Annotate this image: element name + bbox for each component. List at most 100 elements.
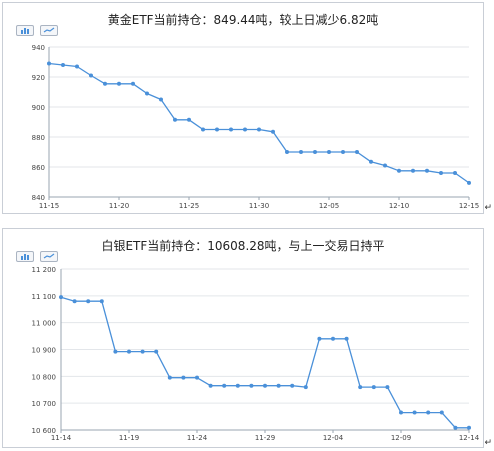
data-point — [426, 410, 431, 415]
y-tick-label: 10 800 — [32, 373, 57, 381]
x-tick-label: 12-04 — [323, 434, 344, 442]
data-point — [263, 383, 267, 388]
data-point — [72, 299, 77, 304]
line-chart-icon — [43, 253, 55, 259]
paragraph-mark: ↵ — [484, 203, 492, 213]
line-chart-toggle[interactable] — [40, 25, 58, 36]
data-point — [303, 385, 308, 390]
y-tick-label: 11 200 — [32, 266, 57, 274]
data-point — [117, 81, 121, 86]
data-point — [344, 336, 349, 341]
data-point — [99, 299, 104, 304]
data-point — [173, 117, 177, 122]
y-tick-label: 900 — [32, 104, 45, 112]
data-point — [453, 171, 457, 175]
data-point — [257, 127, 261, 132]
data-point — [86, 299, 91, 304]
data-point — [383, 163, 387, 168]
data-point — [222, 383, 227, 388]
data-point — [290, 383, 295, 388]
data-point — [145, 91, 149, 96]
bar-chart-icon — [21, 254, 29, 260]
data-point — [208, 383, 213, 388]
bar-chart-toggle[interactable] — [16, 251, 34, 262]
data-point — [399, 410, 403, 415]
data-point — [412, 410, 417, 415]
data-point — [327, 150, 331, 154]
data-point — [271, 129, 275, 134]
data-point — [89, 73, 93, 78]
x-tick-label: 11-20 — [109, 202, 129, 210]
y-tick-label: 920 — [32, 74, 45, 82]
x-tick-label: 11-25 — [179, 202, 199, 210]
y-tick-label: 10 900 — [32, 347, 57, 355]
data-point — [195, 375, 199, 380]
data-point — [285, 150, 289, 154]
data-point — [187, 117, 191, 122]
data-point — [453, 425, 458, 430]
data-point — [355, 150, 359, 154]
x-tick-label: 12-10 — [389, 202, 409, 210]
data-point — [439, 171, 443, 175]
x-tick-label: 11-24 — [187, 434, 208, 442]
data-point — [397, 168, 401, 173]
y-tick-label: 10 600 — [32, 427, 57, 435]
bar-chart-toggle[interactable] — [16, 25, 34, 36]
chart-title: 黄金ETF当前持仓：849.44吨，较上日减少6.82吨 — [107, 13, 379, 27]
data-point — [249, 383, 254, 388]
x-tick-label: 12-15 — [459, 202, 479, 210]
data-point — [369, 159, 373, 164]
y-tick-label: 840 — [32, 194, 45, 202]
x-tick-label: 11-15 — [39, 202, 59, 210]
data-point — [341, 150, 345, 154]
x-tick-label: 12-14 — [459, 434, 480, 442]
y-tick-label: 940 — [32, 44, 45, 52]
y-tick-label: 880 — [32, 134, 45, 142]
data-point — [358, 385, 363, 390]
data-point — [467, 425, 471, 430]
data-point — [331, 336, 335, 341]
data-point — [167, 375, 172, 380]
bar-chart-icon — [21, 28, 29, 34]
x-tick-label: 11-14 — [51, 434, 72, 442]
data-point — [215, 127, 219, 132]
gold-etf-chart-panel: 黄金ETF当前持仓：849.44吨，较上日减少6.82吨 940 920 900 88… — [2, 2, 484, 214]
data-point — [181, 375, 186, 380]
line-chart-icon — [43, 27, 55, 33]
data-point — [467, 180, 471, 185]
data-point — [229, 127, 233, 132]
data-point — [75, 64, 79, 69]
y-tick-label: 860 — [32, 164, 45, 172]
data-point — [411, 168, 415, 173]
paragraph-mark: ↵ — [484, 438, 492, 448]
data-point — [61, 63, 65, 67]
series-line — [60, 296, 469, 429]
data-point — [154, 349, 159, 354]
data-point — [103, 81, 107, 86]
data-point — [276, 383, 281, 388]
data-point — [439, 410, 444, 415]
data-point — [371, 385, 376, 390]
data-point — [201, 127, 205, 132]
data-point — [235, 383, 240, 388]
data-point — [425, 168, 429, 173]
data-point — [159, 97, 163, 102]
data-point — [131, 81, 135, 86]
y-tick-label: 11 000 — [32, 320, 57, 328]
x-tick-label: 11-19 — [119, 434, 139, 442]
data-point — [59, 295, 63, 300]
x-tick-label: 12-05 — [319, 202, 339, 210]
y-tick-label: 11 100 — [32, 293, 57, 301]
line-chart-toggle[interactable] — [40, 251, 58, 262]
data-point — [113, 349, 118, 354]
series-line — [48, 62, 470, 184]
data-point — [140, 349, 145, 354]
silver-etf-chart-panel: 白银ETF当前持仓：10608.28吨，与上一交易日持平 11 200 11 10… — [2, 228, 484, 448]
data-point — [317, 336, 322, 341]
silver-line-chart: 11 200 11 100 11 000 10 900 10 800 10 700 10 6… — [32, 266, 480, 442]
data-point — [299, 150, 303, 154]
data-point — [47, 61, 51, 66]
chart-title: 白银ETF当前持仓：10608.28吨，与上一交易日持平 — [101, 239, 385, 253]
data-point — [385, 385, 390, 390]
